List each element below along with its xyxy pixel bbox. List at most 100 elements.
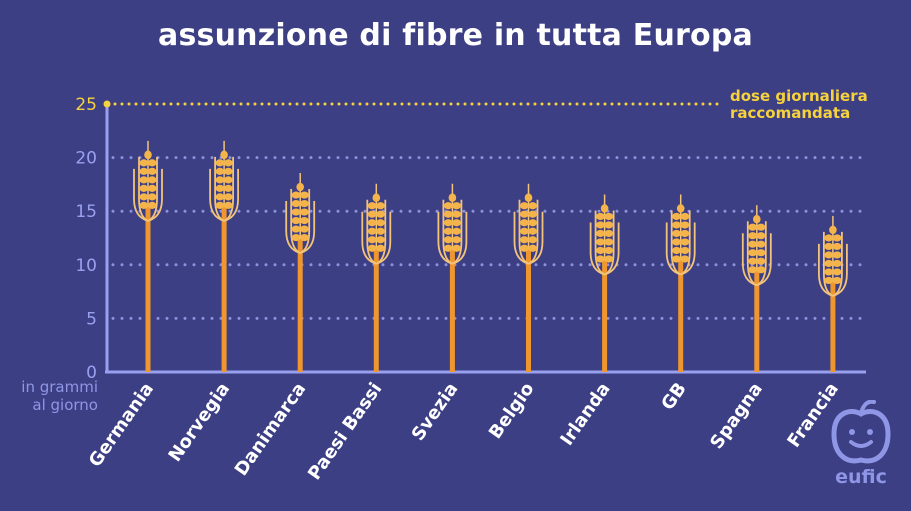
wheat-grain-top xyxy=(524,193,533,202)
wheat-grain xyxy=(224,193,233,201)
wheat-husk xyxy=(290,189,301,254)
wheat-husk xyxy=(756,221,767,287)
wheat-grain xyxy=(300,225,309,233)
wheat-grain xyxy=(215,184,225,192)
wheat-grain xyxy=(367,219,377,227)
wheat-grain xyxy=(291,208,301,216)
wheat-grain xyxy=(139,201,149,209)
wheat-husk xyxy=(138,156,149,222)
y-tick-label: 10 xyxy=(75,256,97,276)
wheat-grain xyxy=(452,202,461,210)
wheat-grain xyxy=(147,201,157,209)
wheat-grain xyxy=(672,229,681,238)
wheat-husk xyxy=(518,199,529,265)
wheat-grain xyxy=(824,234,833,242)
wheat-grain xyxy=(147,176,157,184)
wheat-grain xyxy=(832,234,842,242)
wheat-bar xyxy=(818,215,848,372)
wheat-grain xyxy=(224,159,233,167)
wheat-grain xyxy=(680,221,690,229)
wheat-bar xyxy=(665,194,696,372)
wheat-grain xyxy=(756,249,766,257)
wheat-grain xyxy=(520,210,529,218)
wheat-grain xyxy=(224,201,233,209)
y-tick-label: 0 xyxy=(86,363,97,383)
wheat-husk xyxy=(214,156,225,222)
wheat-grain xyxy=(139,167,149,175)
wheat-grain xyxy=(376,202,385,210)
wheat-grain xyxy=(748,266,757,274)
wheat-grain xyxy=(528,227,537,235)
wheat-grain xyxy=(604,221,614,229)
wheat-grain xyxy=(672,221,681,229)
wheat-grain xyxy=(756,257,766,265)
wheat-husk xyxy=(832,231,843,297)
wheat-grain-top xyxy=(676,204,685,213)
wheat-grain xyxy=(604,229,614,238)
reference-label-line: raccomandata xyxy=(730,104,850,122)
wheat-grain-top xyxy=(600,204,609,213)
wheat-grain xyxy=(756,266,766,274)
wheat-grain xyxy=(215,193,225,201)
wheat-grain xyxy=(520,227,529,235)
wheat-grain xyxy=(139,193,149,201)
category-label: Belgio xyxy=(485,379,539,443)
wheat-grain xyxy=(443,202,453,210)
wheat-grain xyxy=(300,216,309,225)
wheat-bar xyxy=(437,183,468,372)
wheat-grain xyxy=(224,184,233,192)
wheat-husk xyxy=(366,199,377,265)
wheat-grain xyxy=(376,236,385,244)
category-label: GB xyxy=(657,379,691,414)
wheat-grain xyxy=(376,244,385,252)
wheat-husk xyxy=(604,210,615,276)
wheat-bar xyxy=(285,173,316,372)
wheat-grain xyxy=(604,212,614,221)
wheat-grain xyxy=(748,232,757,240)
wheat-grain xyxy=(824,251,833,259)
wheat-grain xyxy=(520,244,529,252)
wheat-husk xyxy=(528,199,539,265)
wheat-grain xyxy=(291,199,301,208)
wheat-grain xyxy=(367,210,377,218)
wheat-grain xyxy=(680,255,690,263)
wheat-grain xyxy=(367,244,377,252)
wheat-grain xyxy=(443,236,453,244)
wheat-grain xyxy=(443,227,453,235)
wheat-grain xyxy=(215,201,225,209)
wheat-grain xyxy=(528,244,537,252)
wheat-grain-top xyxy=(144,150,152,160)
wheat-grain xyxy=(824,268,833,276)
wheat-grain xyxy=(291,191,301,199)
category-label: Danimarca xyxy=(231,379,311,480)
wheat-grain xyxy=(832,259,842,268)
wheat-bar xyxy=(361,183,392,372)
wheat-grain xyxy=(376,227,385,235)
wheat-grain xyxy=(596,229,605,238)
category-label: Irlanda xyxy=(556,379,614,450)
wheat-husk xyxy=(147,156,158,222)
y-axis-unit-line-2: al giorno xyxy=(32,396,98,414)
wheat-grain xyxy=(528,219,537,227)
wheat-grain xyxy=(596,212,605,221)
wheat-grain xyxy=(224,176,233,184)
wheat-grain xyxy=(520,219,529,227)
wheat-grain xyxy=(291,216,301,225)
wheat-grain xyxy=(832,268,842,276)
wheat-grain xyxy=(596,246,605,255)
wheat-bar xyxy=(209,140,239,372)
wheat-grain xyxy=(291,225,301,233)
wheat-husk xyxy=(223,156,234,222)
wheat-grain xyxy=(520,236,529,244)
y-axis-unit-line-1: in grammi xyxy=(21,378,98,396)
wheat-grain xyxy=(680,246,690,255)
wheat-grain xyxy=(443,210,453,218)
y-tick-label: 25 xyxy=(75,95,97,115)
wheat-grain xyxy=(139,184,149,192)
wheat-grain xyxy=(528,236,537,244)
wheat-grain xyxy=(824,259,833,268)
wheat-grain xyxy=(604,255,614,263)
wheat-grain xyxy=(672,255,681,263)
wheat-bar xyxy=(133,140,163,372)
wheat-grain xyxy=(528,210,537,218)
